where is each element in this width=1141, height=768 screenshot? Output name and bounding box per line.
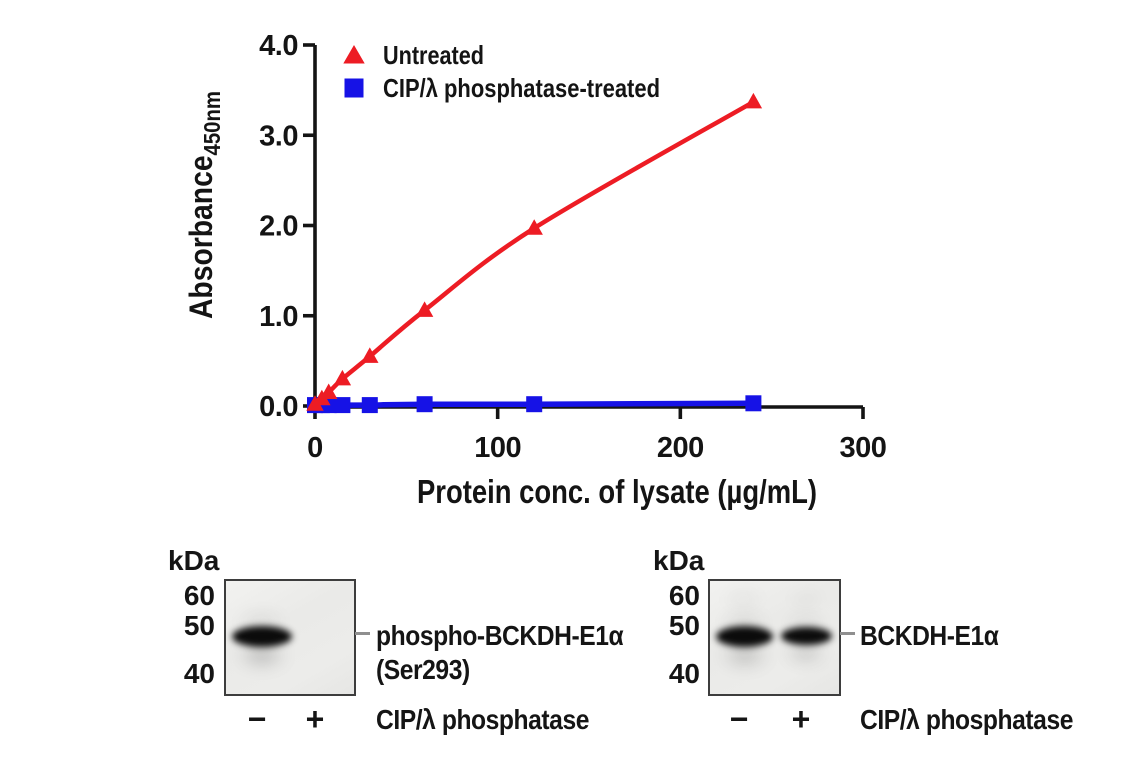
kda-marker-60: 60 [183, 580, 215, 611]
band-pointer-dash [840, 632, 855, 635]
lane-sign-minus: − [247, 701, 267, 737]
x-tick-label: 0 [307, 432, 323, 464]
y-tick-label: 2.0 [259, 211, 298, 243]
target-label-line2: (Ser293) [376, 654, 470, 685]
y-tick-label: 0.0 [259, 391, 298, 423]
kda-unit-label: kDa [653, 545, 705, 576]
kda-marker-50: 50 [183, 610, 215, 641]
series-cip-phosphatase-treated [307, 395, 762, 414]
blot-image-phospho [224, 579, 356, 696]
blot-band-lane-plus [781, 627, 832, 645]
legend-label: Untreated [383, 40, 484, 70]
lane-sign-plus: + [305, 701, 325, 737]
y-axis-title: Absorbance450nm [183, 91, 225, 319]
kda-marker-60: 60 [668, 580, 700, 611]
x-tick-label: 300 [840, 432, 887, 464]
band-halo [778, 587, 834, 611]
x-tick-labels: 0 100 200 300 [307, 432, 887, 464]
triangle-marker [415, 301, 434, 317]
band-halo [712, 637, 778, 673]
lane-sign-minus: − [729, 701, 749, 737]
triangle-marker [361, 347, 379, 363]
band-halo [776, 637, 836, 669]
triangle-marker [333, 369, 352, 386]
kda-marker-40: 40 [668, 658, 700, 689]
kda-marker-50: 50 [668, 610, 700, 641]
square-marker [416, 396, 433, 413]
series-line [312, 99, 756, 407]
x-axis-title: Protein conc. of lysate (µg/mL) [417, 473, 817, 510]
blot-band-lane-minus [716, 626, 773, 647]
x-tick-label: 100 [474, 432, 521, 464]
x-tick-label: 200 [657, 432, 704, 464]
kda-unit-label: kDa [168, 545, 220, 576]
treatment-label: CIP/λ phosphatase [376, 704, 589, 735]
treatment-label: CIP/λ phosphatase [860, 704, 1073, 735]
target-label-line1: phospho-BCKDH-E1α [376, 620, 624, 651]
blot-image-total [708, 579, 841, 696]
legend-square-marker [344, 78, 364, 98]
target-label-line1: BCKDH-E1α [860, 620, 999, 651]
series-untreated [306, 92, 763, 411]
triangle-marker [320, 383, 338, 399]
blot-band-lane-minus [232, 626, 292, 647]
y-tick-labels: 0.0 1.0 2.0 3.0 4.0 [259, 30, 298, 423]
triangle-marker [744, 92, 763, 109]
square-marker [361, 397, 378, 414]
kda-marker-40: 40 [183, 658, 215, 689]
elisa-chart: 0.0 1.0 2.0 3.0 4.0 0 100 200 300 Protein conc. o… [183, 30, 887, 510]
y-tick-label: 4.0 [259, 30, 298, 62]
legend-label: CIP/λ phosphatase-treated [383, 73, 660, 103]
legend-triangle-marker [343, 45, 365, 64]
y-tick-label: 3.0 [259, 120, 298, 152]
chart-root: 0.0 1.0 2.0 3.0 4.0 0 100 200 300 Protein conc. o… [183, 30, 887, 510]
triangle-marker [525, 219, 543, 235]
band-pointer-dash [355, 632, 370, 635]
square-marker [745, 395, 762, 412]
band-halo [712, 587, 774, 611]
y-tick-label: 1.0 [259, 301, 298, 333]
square-marker [334, 397, 351, 414]
lane-sign-plus: + [791, 701, 811, 737]
square-marker [526, 396, 543, 413]
band-halo [228, 637, 296, 673]
